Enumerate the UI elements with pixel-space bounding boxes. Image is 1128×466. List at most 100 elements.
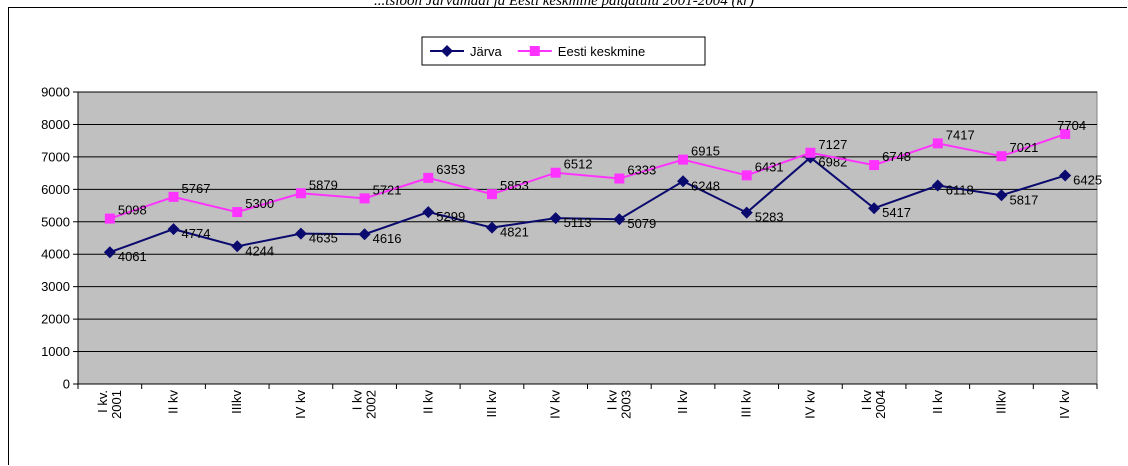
data-label: 4774 [182, 226, 211, 241]
y-tick-label: 4000 [41, 247, 70, 262]
data-point [932, 138, 943, 149]
data-point [740, 206, 753, 219]
data-point [486, 189, 497, 200]
data-point [485, 221, 498, 234]
data-label: 7704 [1057, 118, 1086, 133]
data-label: 5767 [182, 181, 211, 196]
data-label: 5853 [500, 178, 529, 193]
x-tick-label: I kv [859, 390, 874, 411]
data-point [1059, 169, 1072, 182]
x-tick-label: IIIkv [993, 390, 1008, 414]
data-label: 6425 [1073, 173, 1102, 188]
data-label: 5879 [309, 177, 338, 192]
legend-box [421, 36, 706, 66]
y-tick-label: 3000 [41, 279, 70, 294]
data-label: 6118 [946, 183, 974, 198]
data-label: 7021 [1009, 140, 1038, 155]
data-label: 4616 [373, 231, 402, 246]
data-point [358, 228, 371, 241]
data-point [295, 188, 306, 199]
y-tick-label: 8000 [41, 117, 70, 132]
data-point [995, 189, 1008, 202]
data-point [294, 227, 307, 240]
data-label: 4635 [309, 231, 338, 246]
data-point [805, 147, 816, 158]
data-point [613, 213, 626, 226]
data-point [232, 207, 243, 218]
y-tick-label: 9000 [41, 85, 70, 100]
data-point [614, 173, 625, 184]
x-tick-label: III kv [739, 390, 754, 418]
data-point [996, 151, 1007, 162]
x-tick-label: IIIkv [229, 390, 244, 414]
data-label: 6333 [627, 163, 656, 178]
data-label: 5299 [436, 209, 465, 224]
data-label: 6915 [691, 144, 720, 159]
x-tick-label: 2002 [364, 390, 379, 419]
x-tick-label: I kv [350, 390, 365, 411]
y-tick-label: 7000 [41, 149, 70, 164]
x-tick-label: IV kv [293, 390, 308, 419]
data-point [550, 167, 561, 178]
data-point [549, 212, 562, 225]
series-line-2 [109, 133, 1066, 220]
data-point [931, 179, 944, 192]
legend-marker-square [529, 46, 540, 56]
data-point [103, 246, 116, 259]
chart-frame [8, 7, 1127, 465]
plot-area [77, 91, 1098, 385]
data-label: 5283 [755, 210, 784, 225]
data-point [422, 206, 435, 219]
data-label: 4244 [245, 243, 274, 258]
data-label: 6512 [564, 157, 593, 172]
legend-label: Järva [470, 44, 503, 59]
x-tick-label: IV kv [802, 390, 817, 419]
x-tick-label: II kv [166, 390, 181, 414]
data-point [741, 170, 752, 181]
data-point [104, 213, 115, 224]
x-tick-label: I kv. [95, 390, 110, 413]
data-label: 5417 [882, 205, 911, 220]
data-label: 7127 [818, 137, 847, 152]
x-tick-label: II kv [675, 390, 690, 414]
data-point [359, 193, 370, 204]
x-tick-label: 2004 [873, 390, 888, 419]
legend-label: Eesti keskmine [558, 44, 645, 59]
chart-caption: ...tsioon Järvamaal ja Eesti keskmine pa… [374, 0, 754, 9]
data-point [868, 202, 881, 215]
x-tick-label: II kv [930, 390, 945, 414]
x-tick-label: 2001 [109, 390, 124, 419]
data-label: 6353 [436, 162, 465, 177]
legend-marker-diamond [441, 45, 453, 57]
x-tick-label: I kv [604, 390, 619, 411]
data-label: 5098 [118, 203, 147, 218]
data-point [167, 223, 180, 236]
x-tick-label: II kv [420, 390, 435, 414]
data-label: 7417 [946, 127, 975, 142]
x-tick-label: III kv [484, 390, 499, 418]
data-label: 4821 [500, 225, 529, 240]
data-label: 5079 [627, 216, 656, 231]
data-point [231, 240, 244, 253]
x-tick-label: IV kv [1057, 390, 1072, 419]
data-point [1060, 129, 1071, 140]
data-label: 6431 [755, 159, 784, 174]
data-point [423, 172, 434, 183]
y-tick-label: 1000 [41, 344, 70, 359]
data-label: 5300 [245, 196, 274, 211]
data-point [678, 154, 689, 165]
series-line-1 [109, 156, 1066, 254]
data-label: 4061 [118, 249, 147, 264]
y-tick-label: 6000 [41, 182, 70, 197]
data-point [168, 191, 179, 202]
x-tick-label: IV kv [548, 390, 563, 419]
data-label: 6248 [691, 178, 720, 193]
data-label: 5113 [564, 215, 592, 230]
y-tick-label: 5000 [41, 214, 70, 229]
data-point [677, 175, 690, 188]
y-tick-label: 0 [63, 377, 70, 392]
y-tick-label: 2000 [41, 312, 70, 327]
data-label: 5721 [373, 182, 402, 197]
data-point [869, 160, 880, 171]
